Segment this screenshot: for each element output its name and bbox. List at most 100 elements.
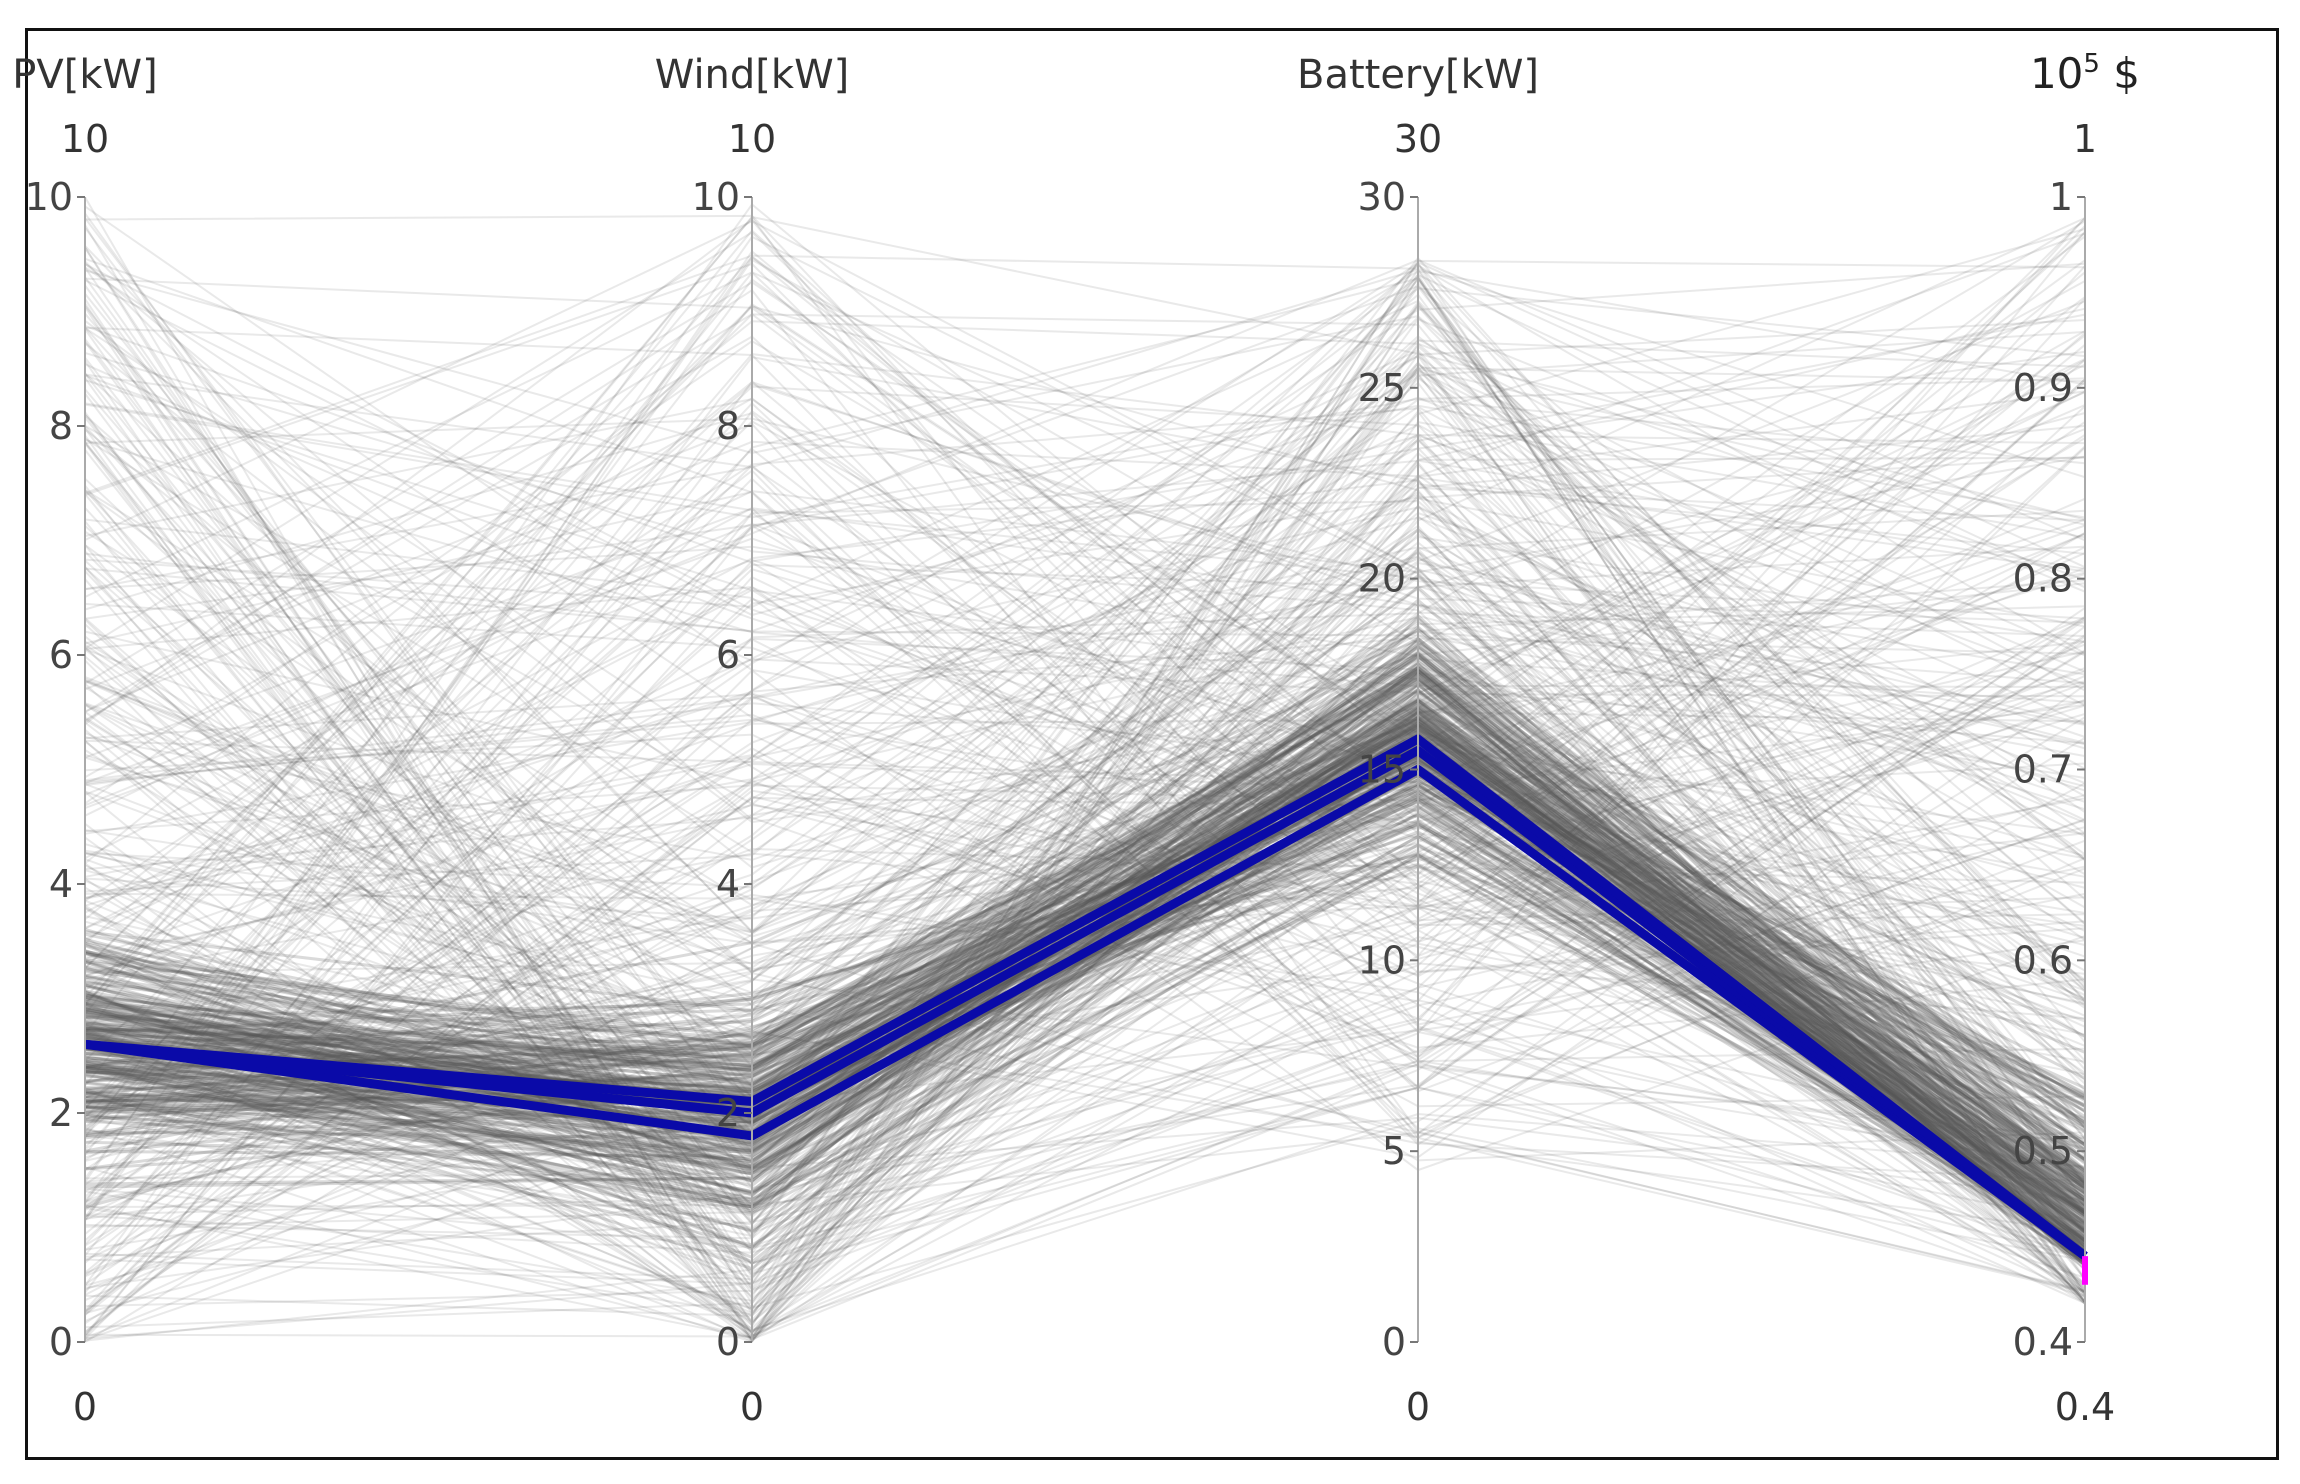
chart-frame	[25, 28, 2279, 1460]
band-line	[84, 769, 2086, 1202]
tick-label-pv: 4	[49, 862, 73, 906]
background-line	[84, 264, 2086, 1247]
band-line	[84, 665, 2086, 1264]
tick-label-cost: 0.8	[2013, 557, 2073, 601]
background-line	[84, 757, 2086, 1262]
background-line	[84, 266, 2086, 944]
background-line	[84, 229, 2086, 1035]
tick-label-battery: 5	[1382, 1129, 1406, 1173]
background-line	[84, 412, 2086, 1136]
band-line	[84, 759, 2086, 1194]
background-line	[84, 401, 2086, 1256]
unit-suffix: $	[2100, 49, 2140, 98]
background-line	[84, 637, 2086, 1225]
background-line	[84, 273, 2086, 1304]
background-line	[84, 299, 2086, 988]
background-line	[84, 447, 2086, 1119]
band-line	[84, 636, 2087, 1250]
band-line	[84, 806, 2086, 1255]
band-line	[84, 863, 2086, 1244]
background-line	[84, 317, 2086, 1237]
background-line	[84, 812, 2086, 1190]
background-line	[84, 258, 2086, 807]
background-line	[84, 623, 2086, 1234]
band-line	[84, 675, 2086, 1203]
background-line	[84, 411, 2086, 1059]
background-line	[84, 550, 2086, 1233]
band-line	[84, 823, 2086, 1242]
band-line	[84, 793, 2086, 1249]
background-line	[84, 693, 2086, 1055]
background-line	[84, 360, 2086, 1140]
background-line	[84, 687, 2086, 1342]
band-line	[84, 773, 2086, 1103]
background-line	[84, 370, 2086, 1286]
background-lines-group	[84, 196, 2086, 1343]
background-line	[84, 217, 2086, 876]
background-line	[84, 847, 2086, 1099]
band-line	[84, 704, 2086, 1176]
background-line	[84, 261, 2086, 1280]
background-line	[84, 230, 2086, 1308]
tick-label-wind: 0	[716, 1320, 740, 1364]
background-line	[84, 490, 2086, 1293]
background-line	[84, 363, 2086, 1207]
background-line	[84, 712, 2086, 980]
background-line	[84, 285, 2086, 1109]
background-line	[84, 630, 2086, 1296]
background-line	[84, 300, 2086, 1216]
background-line	[84, 679, 2086, 958]
background-line	[84, 225, 2086, 905]
band-line	[84, 843, 2086, 1240]
background-line	[84, 381, 2086, 1289]
background-line	[84, 342, 2086, 869]
background-line	[84, 202, 2086, 1305]
background-line	[84, 423, 2086, 977]
background-line	[84, 1017, 2086, 1189]
background-line	[84, 493, 2086, 1310]
background-line	[84, 320, 2086, 1017]
background-line	[84, 747, 2086, 1317]
background-line	[84, 479, 2086, 1129]
background-line	[84, 227, 2086, 1108]
band-line	[84, 735, 2086, 1247]
background-line	[84, 215, 2086, 1293]
background-line	[84, 422, 2086, 1234]
band-line	[84, 746, 2086, 1213]
band-line	[84, 727, 2086, 1164]
background-line	[84, 267, 2086, 1223]
background-line	[84, 313, 2086, 1098]
band-line	[84, 722, 2086, 1246]
background-line	[84, 739, 2086, 1002]
background-line	[84, 796, 2086, 1313]
background-line	[84, 433, 2086, 959]
background-line	[84, 304, 2086, 1071]
background-line	[84, 414, 2086, 1183]
background-line	[84, 477, 2086, 1260]
tick-label-cost: 0.6	[2013, 938, 2073, 982]
background-line	[84, 544, 2086, 1341]
background-line	[84, 672, 2086, 1323]
tick-label-cost: 0.7	[2013, 748, 2073, 792]
background-line	[84, 374, 2086, 831]
axis-labels-group: 0246810PV[kW]1000246810Wind[kW]100051015…	[12, 49, 2140, 1429]
background-line	[84, 262, 2086, 1069]
range-bottom-label-cost: 0.4	[2055, 1385, 2115, 1429]
background-line	[84, 440, 2086, 1296]
range-top-label-battery: 30	[1394, 117, 1442, 161]
background-line	[84, 724, 2086, 1334]
band-line	[84, 674, 2086, 1264]
background-line	[84, 363, 2086, 838]
background-line	[84, 262, 2086, 1171]
band-line	[84, 703, 2086, 1267]
band-line	[84, 705, 2086, 1146]
background-line	[84, 497, 2086, 966]
background-line	[84, 380, 2086, 921]
background-line	[84, 407, 2086, 1152]
background-line	[84, 214, 2086, 921]
background-line	[84, 354, 2086, 1281]
band-line	[84, 627, 2086, 1216]
band-line	[84, 701, 2086, 1128]
background-line	[84, 611, 2086, 1315]
background-line	[84, 500, 2086, 1128]
